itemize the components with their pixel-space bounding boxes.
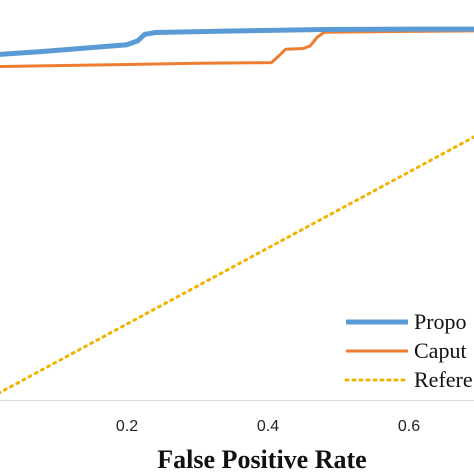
series-line-1	[0, 26, 474, 57]
legend: Propo Caput Refere	[344, 309, 473, 392]
legend-label-3: Refere	[414, 367, 473, 392]
plot-lines	[0, 26, 474, 395]
x-axis: 0.2 0.4 0.6	[0, 400, 474, 435]
x-tick-label: 0.2	[116, 418, 138, 435]
legend-label-2: Caput	[414, 338, 467, 363]
x-axis-title: False Positive Rate	[157, 445, 366, 474]
x-tick-label: 0.6	[398, 418, 420, 435]
x-tick-label: 0.4	[257, 418, 279, 435]
series-line-2	[0, 29, 474, 68]
series-line-3	[0, 135, 474, 395]
legend-label-1: Propo	[414, 309, 467, 334]
